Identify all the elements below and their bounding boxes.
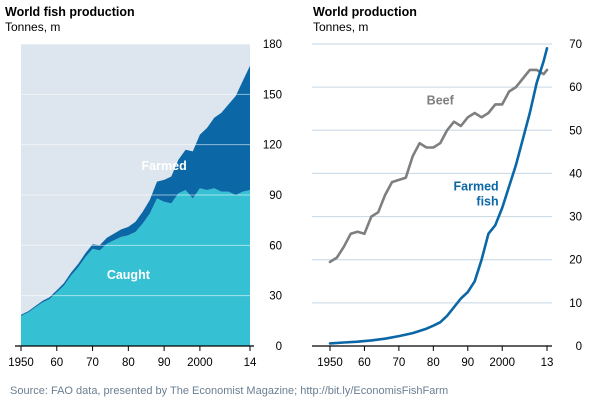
y-tick-label: 40: [569, 168, 582, 180]
chart-subtitle: Tonnes, m: [5, 20, 60, 34]
x-tick-label: 14: [244, 357, 257, 369]
y-tick-label: 60: [569, 82, 582, 94]
y-tick-label: 180: [263, 39, 282, 51]
x-tick-label: 60: [358, 357, 371, 369]
x-tick-label: 70: [392, 357, 405, 369]
series-label-farmed-fish: Farmed fish: [454, 180, 499, 209]
y-tick-label: 30: [569, 212, 582, 224]
area-caught: [21, 188, 250, 346]
x-tick-label: 13: [541, 357, 554, 369]
y-tick-label: 70: [569, 39, 582, 51]
chart-title: World production: [313, 5, 417, 19]
x-tick-label: 80: [427, 357, 440, 369]
y-tick-label: 10: [569, 298, 582, 310]
y-tick-label: 150: [263, 89, 282, 101]
y-tick-label: 30: [269, 291, 282, 303]
x-tick-label: 2000: [489, 357, 515, 369]
y-tick-label: 0: [276, 341, 282, 353]
x-tick-label: 1950: [8, 357, 34, 369]
series-label-caught: Caught: [107, 268, 151, 282]
y-tick-label: 90: [269, 190, 282, 202]
series-label-beef: Beef: [427, 93, 455, 107]
x-tick-label: 1950: [317, 357, 343, 369]
y-tick-label: 0: [576, 341, 582, 353]
source-note: Source: FAO data, presented by The Econo…: [10, 385, 449, 397]
y-tick-label: 20: [569, 255, 582, 267]
y-tick-label: 120: [263, 140, 282, 152]
world-production-chart: World production Tonnes, m 0 10 20 30 40 50 60…: [312, 5, 582, 369]
x-tick-label: 60: [50, 357, 63, 369]
series-label-farmed: Farmed: [142, 159, 187, 173]
chart-title: World fish production: [5, 5, 135, 19]
x-tick-label: 90: [461, 357, 474, 369]
y-tick-label: 60: [269, 240, 282, 252]
x-tick-label: 2000: [187, 357, 213, 369]
line-farmed-fish: [328, 46, 549, 345]
fish-production-chart: World fish production Tonnes, m 0 30 60 90 1…: [5, 5, 282, 369]
line-beef: [328, 68, 549, 264]
x-tick-label: 70: [86, 357, 99, 369]
y-tick-label: 50: [569, 125, 582, 137]
chart-subtitle: Tonnes, m: [313, 20, 368, 34]
x-tick-label: 80: [122, 357, 135, 369]
x-tick-label: 90: [158, 357, 171, 369]
